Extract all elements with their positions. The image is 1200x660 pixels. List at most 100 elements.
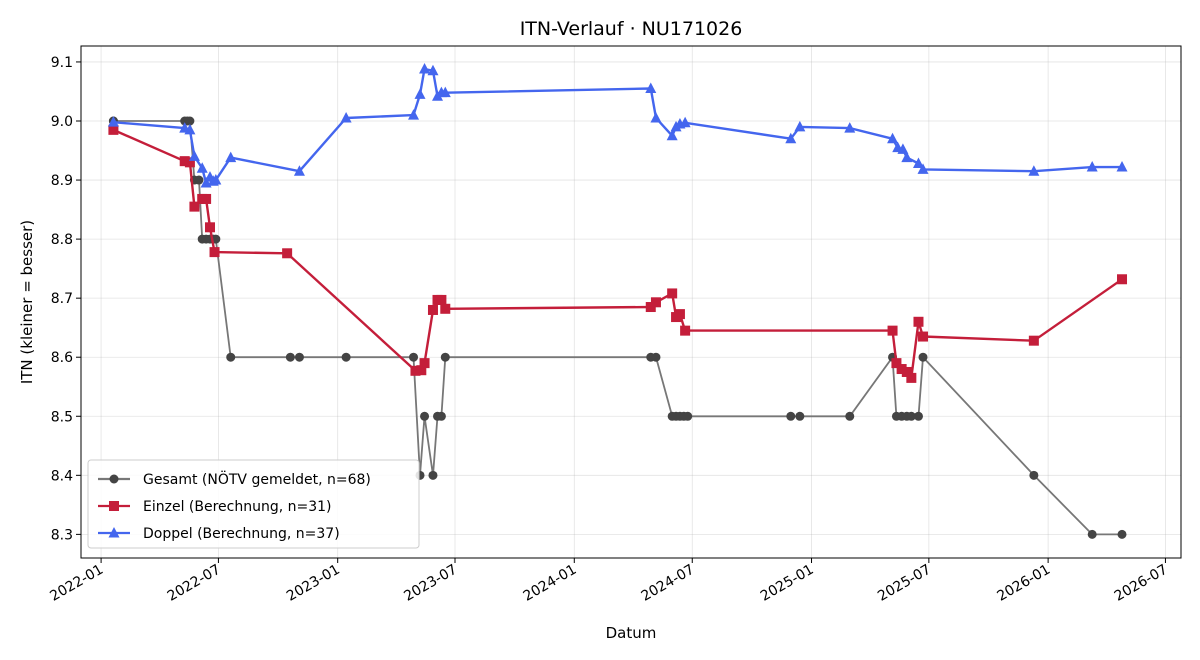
y-tick-label: 8.9 (51, 173, 73, 189)
gesamt-point (294, 352, 304, 362)
doppel-point (666, 129, 678, 141)
gesamt-point (436, 411, 446, 421)
gesamt-point (651, 352, 661, 362)
doppel-point (184, 123, 196, 135)
doppel-point (645, 82, 657, 94)
einzel-point (410, 365, 421, 376)
grid-lines (81, 46, 1181, 558)
gesamt-point (226, 352, 236, 362)
doppel-point (427, 64, 439, 76)
doppel-point (785, 132, 797, 144)
gesamt-point (1029, 470, 1039, 480)
y-tick-label: 8.4 (51, 468, 73, 484)
einzel-point (650, 297, 661, 308)
legend-marker (109, 474, 119, 484)
doppel-point (340, 112, 352, 123)
einzel-point (209, 247, 220, 258)
y-tick-label: 8.7 (51, 291, 73, 307)
doppel-point (225, 151, 237, 163)
einzel-line-group (108, 124, 1128, 383)
einzel-point (891, 358, 902, 369)
legend: Gesamt (NÖTV gemeldet, n=68) Einzel (Bere… (87, 459, 420, 549)
gesamt-point (918, 352, 928, 362)
legend-marker (108, 527, 120, 538)
einzel-point (416, 365, 427, 376)
einzel-point (179, 156, 190, 167)
doppel-line-group (107, 63, 1128, 188)
gesamt-point (913, 411, 923, 421)
doppel-point (188, 150, 200, 161)
doppel-point (196, 162, 208, 173)
gesamt-point (845, 411, 855, 421)
einzel-point (108, 124, 119, 135)
doppel-point (107, 116, 119, 127)
einzel-point (896, 364, 907, 375)
gesamt-point (428, 470, 438, 480)
y-tick-label: 8.5 (51, 409, 73, 425)
gesamt-point (185, 116, 195, 126)
doppel-point (1086, 161, 1098, 172)
gesamt-point (194, 175, 204, 185)
doppel-point (901, 151, 913, 163)
einzel-point (645, 302, 656, 313)
gesamt-point (1117, 529, 1127, 539)
doppel-point (679, 116, 691, 128)
einzel-point (887, 325, 898, 336)
doppel-point (794, 120, 806, 132)
doppel-point (1028, 165, 1040, 176)
y-tick-label: 8.3 (51, 527, 73, 543)
einzel-point (189, 201, 200, 212)
plot-frame (80, 45, 1182, 559)
einzel-point (901, 366, 912, 377)
series-group (107, 63, 1128, 539)
gesamt-point (341, 352, 351, 362)
gesamt-point (1087, 529, 1097, 539)
chart-title: ITN-Verlauf · NU171026 (520, 18, 743, 40)
doppel-point (917, 163, 929, 174)
einzel-point (913, 316, 924, 327)
doppel-point (897, 143, 909, 154)
legend-item-einzel: Einzel (Berechnung, n=31) (98, 499, 332, 515)
gesamt-point (786, 411, 796, 421)
einzel-point (906, 372, 917, 383)
einzel-point (918, 331, 929, 342)
einzel-point (184, 157, 195, 168)
einzel-point (674, 309, 685, 320)
gesamt-point (795, 411, 805, 421)
legend-label: Einzel (Berechnung, n=31) (143, 499, 332, 515)
doppel-point (414, 88, 426, 99)
einzel-point (440, 303, 451, 314)
einzel-point (204, 222, 215, 233)
doppel-point (912, 157, 924, 169)
y-tick-label: 9.0 (51, 114, 73, 130)
gesamt-point (906, 411, 916, 421)
y-tick-label: 8.6 (51, 350, 73, 366)
doppel-point (887, 132, 899, 144)
einzel-point (680, 325, 691, 336)
einzel-point (667, 288, 678, 299)
legend-item-gesamt: Gesamt (NÖTV gemeldet, n=68) (98, 470, 371, 488)
doppel-point (844, 122, 856, 133)
doppel-point (650, 112, 662, 123)
doppel-point (439, 86, 451, 98)
einzel-point (201, 193, 212, 204)
y-tick-label: 8.8 (51, 232, 73, 248)
legend-label: Gesamt (NÖTV gemeldet, n=68) (143, 470, 371, 488)
doppel-point (419, 63, 431, 74)
gesamt-point (420, 411, 430, 421)
gesamt-point (440, 352, 450, 362)
gesamt-point (285, 352, 295, 362)
doppel-point (293, 165, 305, 176)
einzel-point (1117, 274, 1128, 285)
einzel-point (419, 358, 430, 369)
einzel-point (436, 294, 447, 305)
doppel-point (1116, 161, 1128, 172)
y-tick-label: 9.1 (51, 55, 73, 71)
einzel-point (282, 248, 293, 259)
doppel-point (408, 109, 420, 120)
doppel-point (210, 174, 222, 185)
legend-item-doppel: Doppel (Berechnung, n=37) (98, 526, 340, 542)
einzel-point (1028, 335, 1039, 346)
